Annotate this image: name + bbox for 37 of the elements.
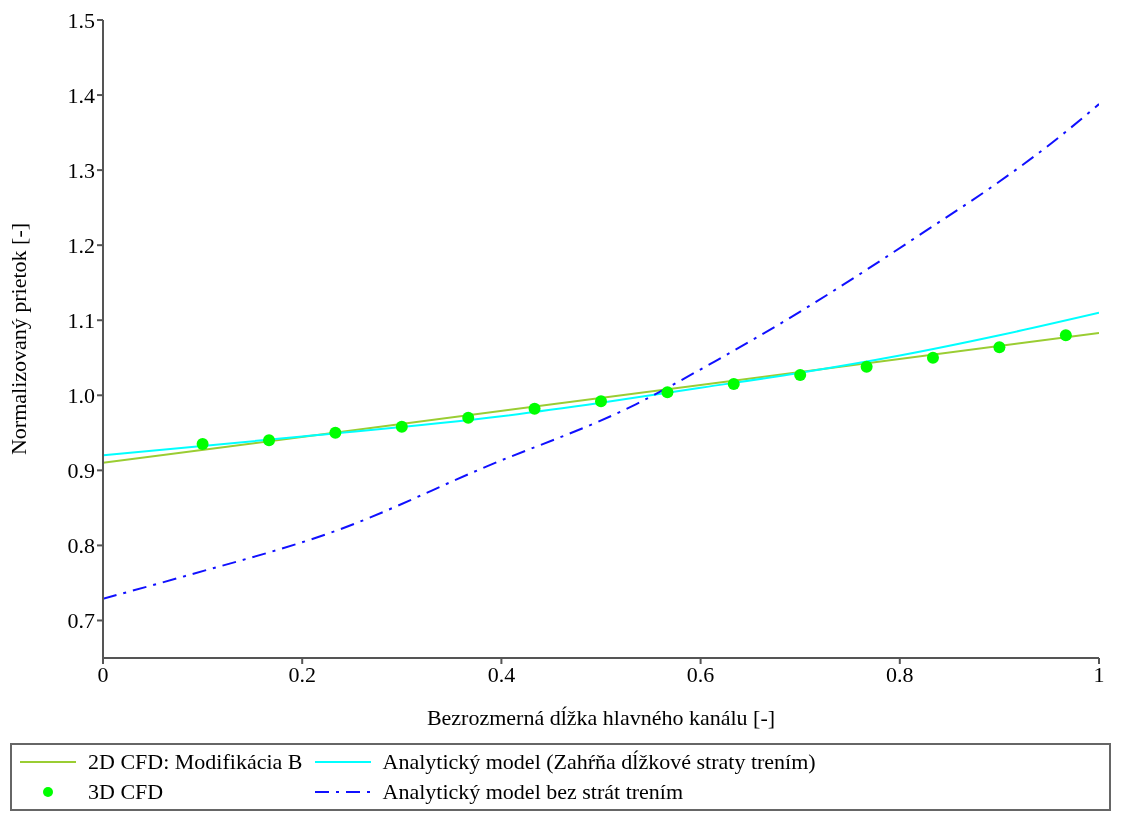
y-tick-label: 1.0 (67, 383, 95, 409)
y-tick-label: 1.3 (67, 157, 95, 183)
point (528, 402, 541, 415)
legend-label: 2D CFD: Modifikácia B (88, 748, 303, 776)
legend-label: 3D CFD (88, 778, 164, 806)
x-tick-label: 0 (97, 661, 109, 687)
x-tick-label: 0.4 (487, 661, 516, 687)
point (794, 369, 807, 382)
y-tick-label: 0.9 (67, 458, 95, 484)
x-axis-title: Bezrozmerná dĺžka hlavného kanálu [-] (426, 705, 776, 730)
y-axis-title: Normalizovaný prietok [-] (5, 222, 31, 456)
y-tick-label: 1.1 (67, 308, 95, 334)
y-tick-label: 1.5 (67, 7, 95, 33)
point (196, 438, 209, 451)
y-tick-label: 0.7 (67, 608, 95, 634)
point (727, 378, 740, 391)
point (1059, 329, 1072, 342)
point (329, 426, 342, 439)
x-tick-label: 0.8 (886, 661, 914, 687)
point (595, 395, 607, 408)
x-tick-label: 0.2 (288, 661, 316, 687)
y-tick-label: 0.8 (67, 533, 95, 559)
point (263, 434, 276, 447)
point (462, 411, 475, 424)
point (993, 341, 1006, 354)
point (926, 351, 939, 364)
legend-label: Analytický model bez strát trením (382, 778, 684, 806)
y-tick-label: 1.4 (67, 82, 95, 108)
y-tick-label: 1.2 (67, 232, 95, 258)
point (860, 360, 873, 373)
x-tick-label: 0.6 (686, 661, 715, 687)
point (661, 386, 674, 399)
legend-label: Analytický model (Zahŕňa dĺžkové straty trením) (382, 748, 816, 776)
x-tick-label: 1 (1093, 661, 1105, 687)
point (395, 420, 408, 433)
line-series (103, 103, 1099, 600)
line-series (103, 311, 1099, 457)
